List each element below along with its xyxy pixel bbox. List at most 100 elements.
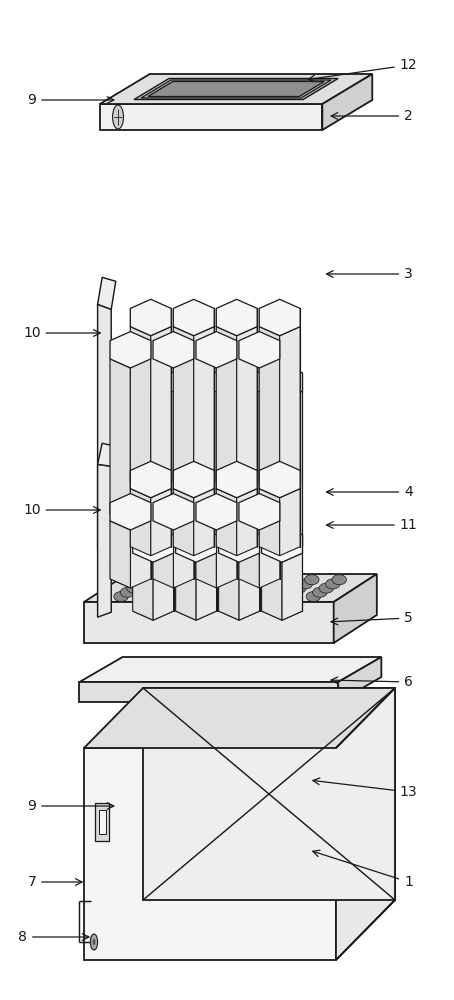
Polygon shape bbox=[259, 299, 300, 336]
Polygon shape bbox=[100, 74, 372, 104]
Ellipse shape bbox=[120, 587, 135, 597]
Ellipse shape bbox=[237, 583, 251, 593]
Polygon shape bbox=[110, 359, 130, 523]
Ellipse shape bbox=[279, 592, 293, 602]
Ellipse shape bbox=[133, 579, 148, 589]
Polygon shape bbox=[336, 688, 395, 960]
Polygon shape bbox=[196, 359, 217, 523]
Polygon shape bbox=[133, 526, 173, 562]
Ellipse shape bbox=[182, 583, 196, 593]
Ellipse shape bbox=[127, 583, 141, 593]
Text: 11: 11 bbox=[326, 518, 418, 532]
Polygon shape bbox=[262, 526, 302, 562]
Text: 3: 3 bbox=[326, 267, 413, 281]
Ellipse shape bbox=[188, 579, 203, 589]
Polygon shape bbox=[259, 359, 280, 523]
Polygon shape bbox=[153, 521, 173, 588]
Polygon shape bbox=[153, 553, 173, 620]
Polygon shape bbox=[216, 327, 237, 491]
Ellipse shape bbox=[258, 587, 272, 597]
Polygon shape bbox=[79, 682, 338, 702]
Ellipse shape bbox=[277, 575, 291, 585]
Polygon shape bbox=[176, 553, 196, 620]
Polygon shape bbox=[239, 494, 280, 530]
Ellipse shape bbox=[167, 575, 182, 585]
Ellipse shape bbox=[271, 579, 285, 589]
Polygon shape bbox=[143, 688, 395, 900]
Ellipse shape bbox=[196, 592, 211, 602]
Polygon shape bbox=[259, 461, 300, 498]
Ellipse shape bbox=[243, 579, 258, 589]
Text: 10: 10 bbox=[23, 326, 100, 340]
Polygon shape bbox=[100, 104, 322, 130]
Polygon shape bbox=[259, 521, 280, 588]
Polygon shape bbox=[216, 461, 257, 498]
Polygon shape bbox=[130, 521, 151, 588]
Ellipse shape bbox=[313, 587, 327, 597]
Text: 9: 9 bbox=[27, 93, 114, 107]
Ellipse shape bbox=[195, 575, 209, 585]
Ellipse shape bbox=[222, 575, 237, 585]
Polygon shape bbox=[219, 526, 260, 562]
Polygon shape bbox=[153, 391, 173, 555]
Polygon shape bbox=[194, 327, 214, 491]
Polygon shape bbox=[148, 82, 324, 97]
Polygon shape bbox=[338, 657, 381, 702]
Text: 2: 2 bbox=[331, 109, 413, 123]
Polygon shape bbox=[237, 327, 257, 491]
Polygon shape bbox=[219, 364, 260, 400]
Polygon shape bbox=[173, 299, 214, 336]
Text: 5: 5 bbox=[331, 611, 413, 625]
Polygon shape bbox=[259, 489, 280, 556]
Ellipse shape bbox=[230, 587, 245, 597]
Polygon shape bbox=[84, 688, 395, 748]
Polygon shape bbox=[194, 489, 214, 556]
Ellipse shape bbox=[141, 592, 156, 602]
Ellipse shape bbox=[169, 592, 183, 602]
Polygon shape bbox=[134, 79, 338, 100]
Text: 6: 6 bbox=[331, 675, 413, 689]
Polygon shape bbox=[95, 803, 109, 841]
Ellipse shape bbox=[154, 583, 169, 593]
Ellipse shape bbox=[251, 592, 266, 602]
Ellipse shape bbox=[209, 583, 224, 593]
Polygon shape bbox=[141, 80, 331, 98]
Polygon shape bbox=[259, 327, 280, 491]
Ellipse shape bbox=[306, 592, 321, 602]
Polygon shape bbox=[219, 553, 239, 620]
Polygon shape bbox=[84, 574, 377, 602]
Polygon shape bbox=[196, 332, 237, 368]
Polygon shape bbox=[173, 521, 194, 588]
Ellipse shape bbox=[148, 587, 163, 597]
Polygon shape bbox=[173, 489, 194, 556]
Ellipse shape bbox=[175, 587, 190, 597]
Polygon shape bbox=[130, 327, 151, 491]
Polygon shape bbox=[173, 359, 194, 523]
Ellipse shape bbox=[203, 587, 217, 597]
Polygon shape bbox=[217, 359, 237, 523]
Polygon shape bbox=[173, 327, 194, 491]
Polygon shape bbox=[280, 327, 300, 491]
Ellipse shape bbox=[305, 575, 319, 585]
Ellipse shape bbox=[224, 592, 238, 602]
Ellipse shape bbox=[298, 579, 313, 589]
Polygon shape bbox=[219, 391, 239, 555]
Polygon shape bbox=[130, 489, 151, 556]
Polygon shape bbox=[280, 489, 300, 556]
Text: 8: 8 bbox=[18, 930, 89, 944]
Polygon shape bbox=[151, 489, 171, 556]
Polygon shape bbox=[99, 810, 106, 834]
Ellipse shape bbox=[140, 575, 154, 585]
Ellipse shape bbox=[216, 579, 230, 589]
Polygon shape bbox=[153, 359, 173, 523]
Polygon shape bbox=[130, 299, 171, 336]
Circle shape bbox=[90, 934, 98, 950]
Polygon shape bbox=[110, 332, 151, 368]
Polygon shape bbox=[173, 461, 214, 498]
Polygon shape bbox=[130, 359, 151, 523]
Polygon shape bbox=[239, 332, 280, 368]
Polygon shape bbox=[84, 748, 336, 960]
Polygon shape bbox=[334, 574, 377, 643]
Polygon shape bbox=[237, 489, 257, 556]
Ellipse shape bbox=[319, 583, 334, 593]
